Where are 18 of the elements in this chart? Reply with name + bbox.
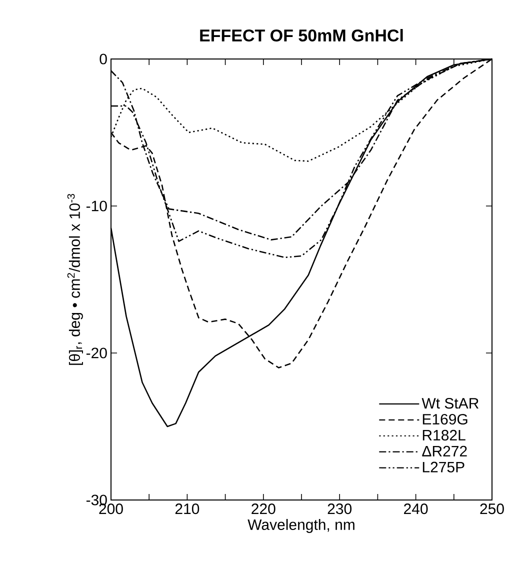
chart-title: EFFECT OF 50mM GnHCl [200,29,403,42]
x-tick-label: 220 [252,504,276,514]
x-tick-label: 200 [99,504,123,514]
y-tick-label: -10 [86,200,107,212]
x-tick-label: 250 [480,504,504,514]
y-tick-label: 0 [100,54,107,64]
x-tick-label: 240 [404,504,428,514]
y-tick-label: -20 [86,348,107,358]
x-axis-title: Wavelength, nm [248,518,354,533]
legend-label: ΔR272 [422,446,467,456]
legend-label: E169G [422,414,468,425]
x-tick-label: 230 [328,504,352,514]
y-axis-title: [θ]$_{r}$, deg • cm$^{2}$/dmol x 10$^{-3}$ [67,194,83,365]
y-tick-label: -30 [86,494,107,506]
legend-label: R182L [422,430,466,441]
legend-label: Wt StAR [422,398,478,409]
legend-label: L275P [422,462,464,472]
x-tick-label: 210 [175,504,200,514]
